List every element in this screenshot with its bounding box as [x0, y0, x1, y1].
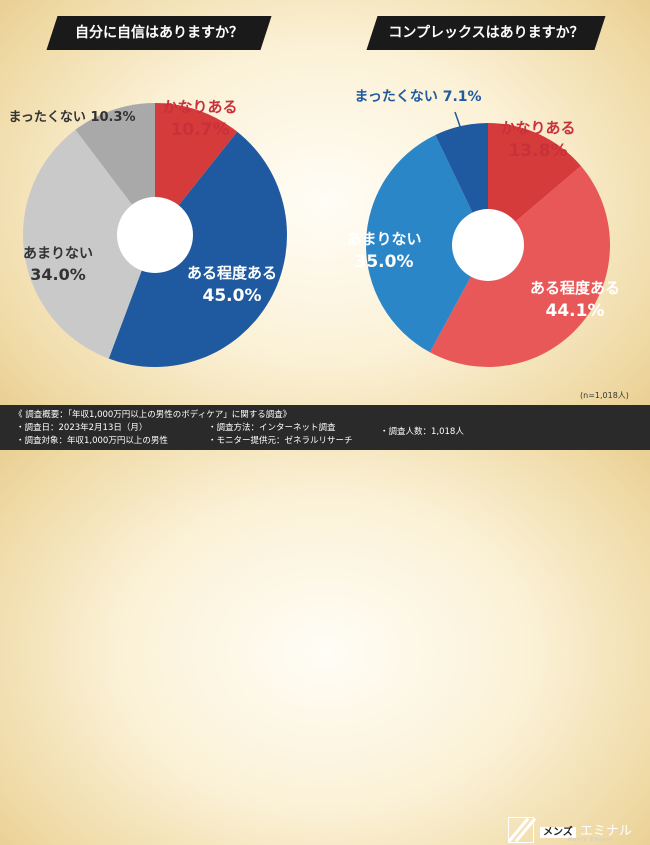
chart1-label-3: まったくない 10.3% — [8, 110, 135, 125]
chart2-slice-2 — [365, 134, 488, 353]
chart2-leader-line — [454, 111, 464, 136]
chart2-title: コンプレックスはありますか？ — [388, 25, 584, 41]
chart2-donut: かなりある 13.8% ある程度ある 44.1% あまりない 35.0% まったくない 7.… — [346, 89, 620, 367]
survey-target: ・調査対象：年収1,000万円以上の男性 — [16, 436, 168, 446]
survey-provider: ・モニター提供元：ゼネラルリサーチ — [208, 436, 353, 446]
chart1-value-1: 45.0% — [203, 286, 262, 306]
chart2-label-0: かなりある — [500, 119, 575, 137]
sample-size-note: (n=1,018人) — [580, 391, 629, 400]
chart1-label-0: かなりある — [162, 98, 237, 116]
chart1-slice-1 — [108, 131, 288, 367]
chart2-center-hole — [452, 209, 524, 281]
survey-title: 《 調査概要：「年収1,000万円以上の男性のボディケア」に関する調査》 — [14, 410, 292, 420]
survey-count: ・調査人数：1,018人 — [380, 427, 464, 437]
chart1-slice-2 — [22, 129, 155, 359]
chart2-value-2: 35.0% — [355, 252, 414, 272]
survey-date: ・調査日：2023年2月13日（月） — [16, 423, 148, 433]
logo-sub: Men's Eminal — [568, 837, 614, 843]
chart1-center-hole — [117, 197, 193, 273]
chart2-label-2: あまりない — [346, 230, 421, 248]
brand-logo: メンズ エミナル Men's Eminal — [507, 817, 638, 845]
chart2-label-3: まったくない 7.1% — [354, 89, 481, 105]
chart2-label-1: ある程度ある — [530, 279, 620, 297]
chart1-value-2: 34.0% — [30, 265, 86, 284]
chart2-value-1: 44.1% — [546, 301, 605, 321]
chart1-label-2: あまりない — [23, 246, 93, 262]
donut-charts: かなりある 10.7% ある程度ある 45.0% あまりない 34.0% まったくない 10… — [8, 89, 620, 367]
chart2-value-0: 13.8% — [509, 141, 568, 161]
chart1-slice-0 — [155, 103, 238, 235]
chart1-title: 自分に自信はありますか？ — [75, 25, 243, 41]
chart1-donut: かなりある 10.7% ある程度ある 45.0% あまりない 34.0% まったくない 10… — [8, 98, 288, 367]
chart2-slice-0 — [488, 123, 582, 245]
logo-mark-icon — [507, 817, 537, 843]
chart1-label-1: ある程度ある — [187, 264, 277, 282]
chart2-slice-1 — [429, 166, 610, 367]
survey-footer: 《 調査概要：「年収1,000万円以上の男性のボディケア」に関する調査》 ・調査… — [0, 405, 650, 843]
survey-method: ・調査方法：インターネット調査 — [208, 423, 336, 433]
chart1-slice-3 — [75, 103, 155, 235]
chart1-value-0: 10.7% — [171, 120, 230, 140]
